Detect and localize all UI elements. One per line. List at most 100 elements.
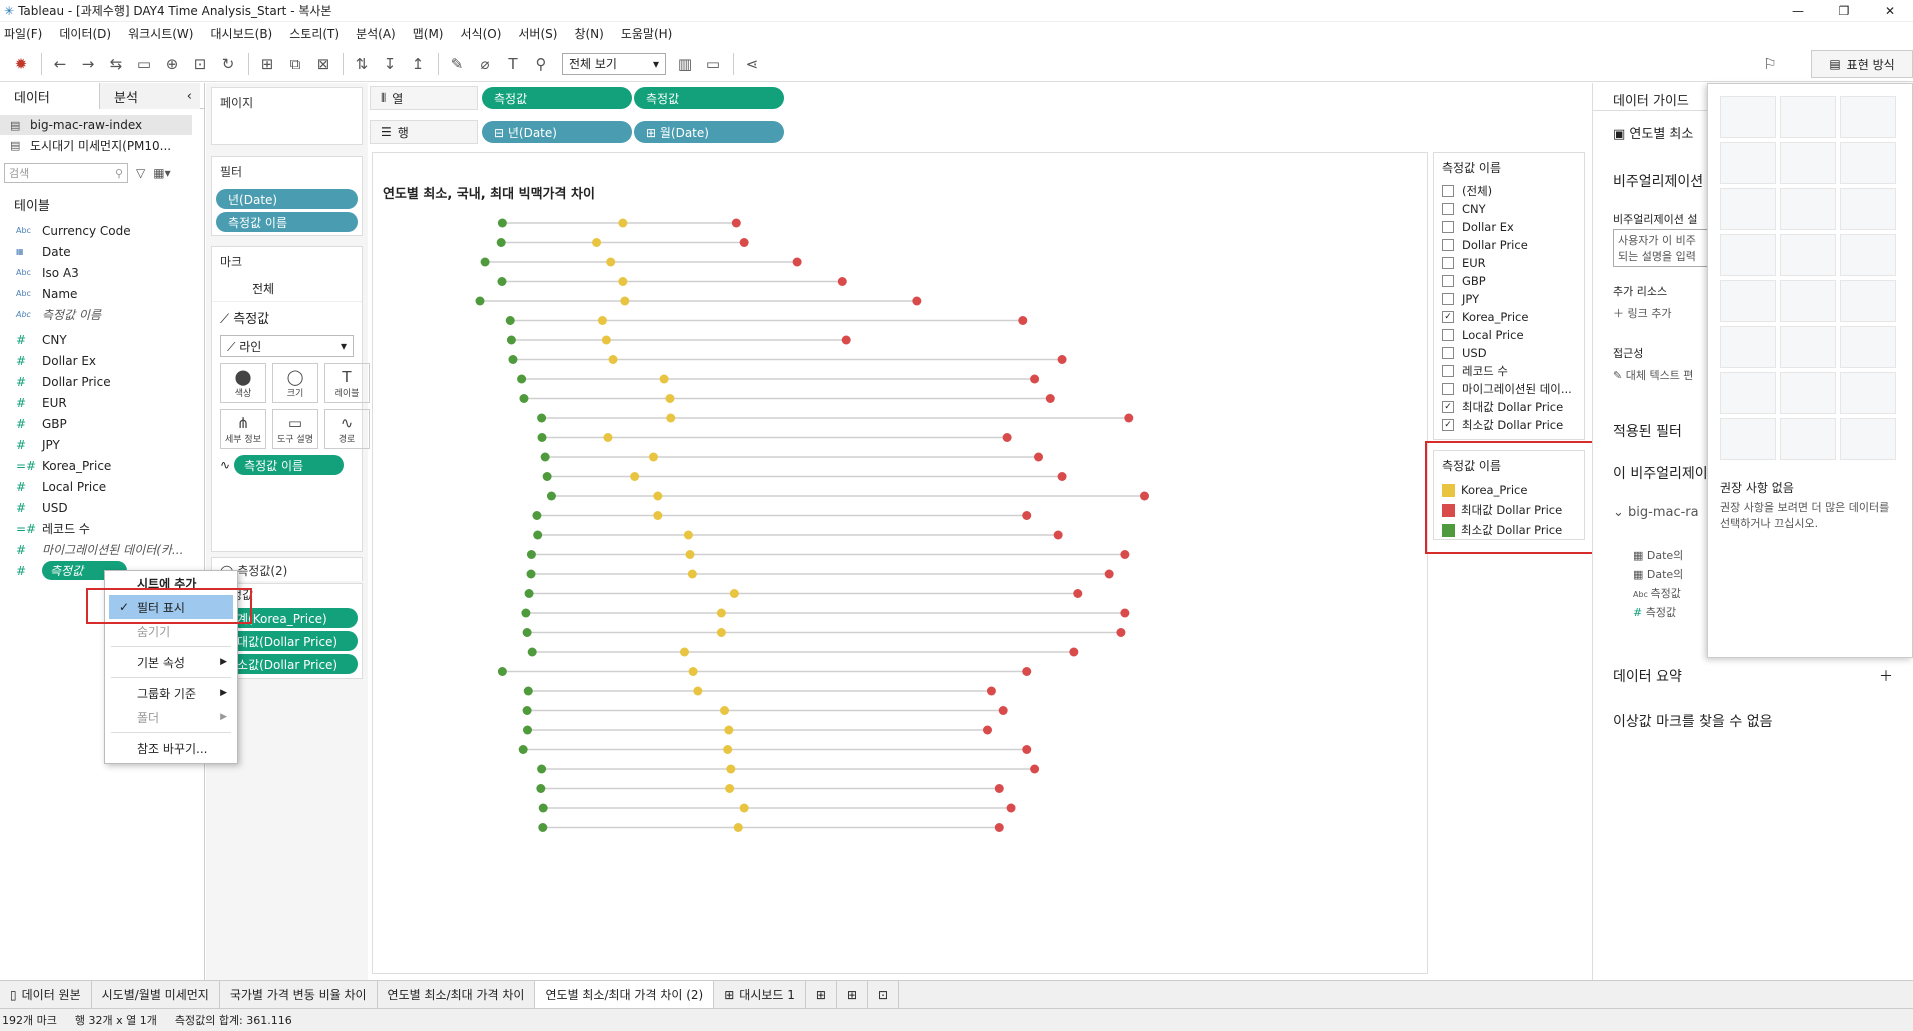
chart-type-thumbnail[interactable] <box>1720 96 1776 138</box>
chart-type-thumbnail[interactable] <box>1840 326 1896 368</box>
maximize-button[interactable]: ❐ <box>1838 4 1850 18</box>
context-menu-item[interactable]: 시트에 추가 <box>105 571 237 595</box>
new-worksheet-icon[interactable]: ⊞ <box>806 980 837 1009</box>
pin-icon[interactable]: ⚲ <box>535 54 547 73</box>
korea-point[interactable] <box>666 413 676 423</box>
korea-point[interactable] <box>603 433 613 442</box>
chart-type-thumbnail[interactable] <box>1720 234 1776 276</box>
max-point[interactable] <box>1120 550 1130 559</box>
korea-point[interactable] <box>729 589 739 598</box>
filters-card[interactable]: 필터 년(Date) 측정값 이름 <box>211 156 363 236</box>
legend-item[interactable]: 최대값 Dollar Price <box>1434 500 1584 520</box>
marks-all[interactable]: 전체 <box>252 282 275 296</box>
max-point[interactable] <box>1006 803 1016 813</box>
row-pill[interactable]: ⊟ 년(Date) <box>482 121 632 143</box>
path-pill[interactable]: 측정값 이름 <box>234 455 345 475</box>
menu-item[interactable]: 워크시트(W) <box>128 26 194 41</box>
mark-button[interactable]: ∿ 경로 <box>324 409 370 449</box>
filter-item[interactable]: EUR <box>1434 254 1584 272</box>
korea-point[interactable] <box>739 803 749 813</box>
max-point[interactable] <box>1073 589 1083 598</box>
chart-type-thumbnail[interactable] <box>1780 188 1836 230</box>
undo-icon[interactable]: ← <box>53 54 67 73</box>
column-pill[interactable]: 측정값 <box>482 87 632 109</box>
checkbox[interactable] <box>1442 293 1454 305</box>
menu-item[interactable]: 대시보드(B) <box>210 26 273 41</box>
min-point[interactable] <box>537 413 547 423</box>
min-point[interactable] <box>497 667 507 676</box>
clear-sheet-icon[interactable]: ⊠ <box>316 54 330 73</box>
menu-item[interactable]: 데이터(D) <box>59 26 112 41</box>
max-point[interactable] <box>841 335 851 345</box>
redo-icon[interactable]: → <box>81 54 95 73</box>
viz-canvas[interactable]: 연도별 최소, 국내, 최대 빅맥가격 차이 <box>372 152 1428 974</box>
chart-type-thumbnail[interactable] <box>1720 142 1776 184</box>
menu-item[interactable]: 맵(M) <box>412 26 444 41</box>
pause-updates-icon[interactable]: ⊡ <box>193 54 207 73</box>
mark-button[interactable]: T 레이블 <box>324 363 370 403</box>
max-point[interactable] <box>994 784 1004 793</box>
datasource-item[interactable]: ▤ big-mac-raw-index <box>0 115 192 135</box>
presentation-icon[interactable]: ▭ <box>705 54 721 73</box>
context-menu-item[interactable]: 참조 바꾸기... <box>105 736 237 760</box>
menu-item[interactable]: 도움말(H) <box>620 26 673 41</box>
context-menu-item[interactable]: 숨기기 <box>105 619 237 643</box>
chart-type-thumbnail[interactable] <box>1720 188 1776 230</box>
min-point[interactable] <box>538 823 548 832</box>
filter-item[interactable]: Dollar Price <box>1434 236 1584 254</box>
new-sheet-icon[interactable]: ⊞ <box>260 54 274 73</box>
min-point[interactable] <box>480 257 490 267</box>
min-point[interactable] <box>505 316 515 325</box>
field-item[interactable]: ▦ Date <box>0 241 204 262</box>
korea-point[interactable] <box>665 394 675 403</box>
chart-type-thumbnail[interactable] <box>1780 96 1836 138</box>
korea-point[interactable] <box>601 335 611 345</box>
menu-item[interactable]: 서버(S) <box>518 26 558 41</box>
chart-type-thumbnail[interactable] <box>1780 326 1836 368</box>
checkbox[interactable]: ✓ <box>1442 311 1454 323</box>
checkbox[interactable] <box>1442 329 1454 341</box>
korea-point[interactable] <box>618 277 628 286</box>
filter-item[interactable]: JPY <box>1434 290 1584 308</box>
checkbox[interactable] <box>1442 203 1454 215</box>
korea-point[interactable] <box>592 238 602 247</box>
view-options-icon[interactable]: ▦▾ <box>153 166 171 180</box>
sheet-tab[interactable]: ▯ 데이터 원본 <box>0 980 92 1009</box>
max-point[interactable] <box>998 706 1008 715</box>
checkbox[interactable] <box>1442 257 1454 269</box>
min-point[interactable] <box>540 452 550 462</box>
korea-point[interactable] <box>726 764 736 774</box>
min-point[interactable] <box>496 238 506 247</box>
context-menu-item[interactable]: ✓ 필터 표시 <box>109 595 233 619</box>
chart-type-thumbnail[interactable] <box>1840 96 1896 138</box>
filter-item[interactable]: 마이그레이션된 데이... <box>1434 380 1584 398</box>
filter-item[interactable]: Local Price <box>1434 326 1584 344</box>
max-point[interactable] <box>1030 374 1040 384</box>
min-point[interactable] <box>537 764 547 774</box>
view-size-select[interactable]: 전체 보기 ▾ <box>562 52 666 75</box>
filter-item[interactable]: ✓ 최대값 Dollar Price <box>1434 398 1584 416</box>
rows-shelf[interactable]: ☰ 행 ⊟ 년(Date) ⊞ 월(Date) <box>370 120 1410 144</box>
checkbox[interactable]: ✓ <box>1442 401 1454 413</box>
filter-item[interactable]: 레코드 수 <box>1434 362 1584 380</box>
max-point[interactable] <box>731 218 741 228</box>
tableau-home-icon[interactable]: ✹ <box>14 54 28 73</box>
max-point[interactable] <box>739 238 749 247</box>
max-point[interactable] <box>792 257 802 267</box>
filter-item[interactable]: Dollar Ex <box>1434 218 1584 236</box>
group-icon[interactable]: ⌀ <box>480 54 490 73</box>
menu-item[interactable]: 파일(F) <box>4 26 43 41</box>
legend-item[interactable]: Korea_Price <box>1434 480 1584 500</box>
min-point[interactable] <box>518 745 528 754</box>
filter-item[interactable]: (전체) <box>1434 182 1584 200</box>
chart-type-thumbnail[interactable] <box>1780 280 1836 322</box>
korea-point[interactable] <box>723 745 733 754</box>
korea-point[interactable] <box>620 296 630 306</box>
max-point[interactable] <box>1022 511 1032 520</box>
max-point[interactable] <box>1053 530 1063 540</box>
mark-type-select[interactable]: ⟋ 라인 ▾ <box>220 335 354 357</box>
field-item[interactable]: Abc Currency Code <box>0 220 204 241</box>
chart-type-thumbnail[interactable] <box>1780 142 1836 184</box>
min-point[interactable] <box>522 725 532 735</box>
chart-type-thumbnail[interactable] <box>1780 234 1836 276</box>
